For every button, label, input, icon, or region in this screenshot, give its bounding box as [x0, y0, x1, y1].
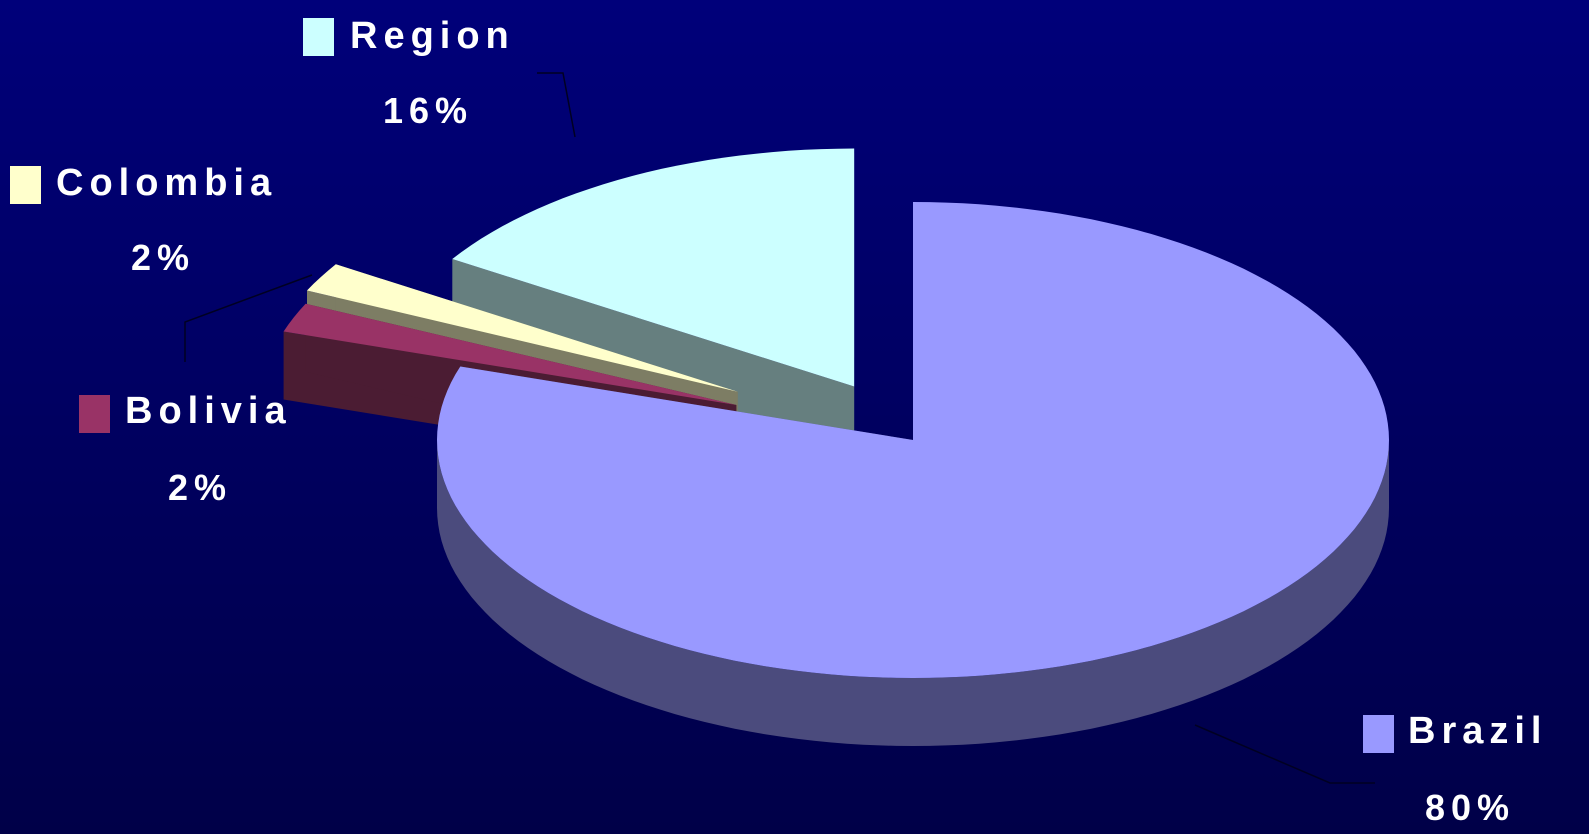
legend-swatch-colombia	[10, 166, 41, 204]
slice-label-brazil: Brazil 80%	[1363, 710, 1547, 828]
leader-line-bolivia	[184, 274, 313, 362]
slice-name-colombia: Colombia	[56, 162, 277, 204]
leader-line-brazil	[1194, 724, 1375, 784]
pie-slice-bolivia	[283, 303, 737, 405]
slice-percent-bolivia: 2%	[168, 467, 232, 508]
pie-slice-region	[452, 148, 855, 387]
slice-name-region: Region	[350, 15, 515, 57]
pie-slice-brazil	[437, 202, 1389, 678]
slice-percent-brazil: 80%	[1425, 787, 1515, 828]
leader-line-region	[537, 72, 576, 138]
slice-percent-region: 16%	[383, 90, 473, 131]
slice-label-colombia: Colombia 2%	[10, 162, 277, 278]
legend-swatch-brazil	[1363, 715, 1394, 753]
slice-label-region: Region 16%	[303, 15, 515, 131]
slice-label-bolivia: Bolivia 2%	[79, 390, 292, 508]
slice-name-brazil: Brazil	[1408, 710, 1547, 752]
legend-swatch-bolivia	[79, 395, 110, 433]
pie-tops	[283, 148, 1389, 678]
pie-side-brazil-rim	[437, 440, 1389, 746]
pie-side-region-wall-start	[452, 259, 855, 455]
slice-name-bolivia: Bolivia	[125, 390, 292, 432]
leader-lines	[184, 72, 1375, 784]
legend-swatch-region	[303, 18, 334, 56]
pie-slice-colombia	[307, 264, 738, 392]
slice-percent-colombia: 2%	[131, 237, 195, 278]
